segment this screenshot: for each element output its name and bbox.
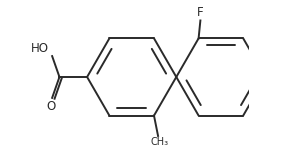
Text: CH₃: CH₃	[150, 137, 168, 147]
Text: F: F	[197, 6, 204, 19]
Text: O: O	[46, 100, 56, 113]
Text: HO: HO	[31, 42, 49, 55]
